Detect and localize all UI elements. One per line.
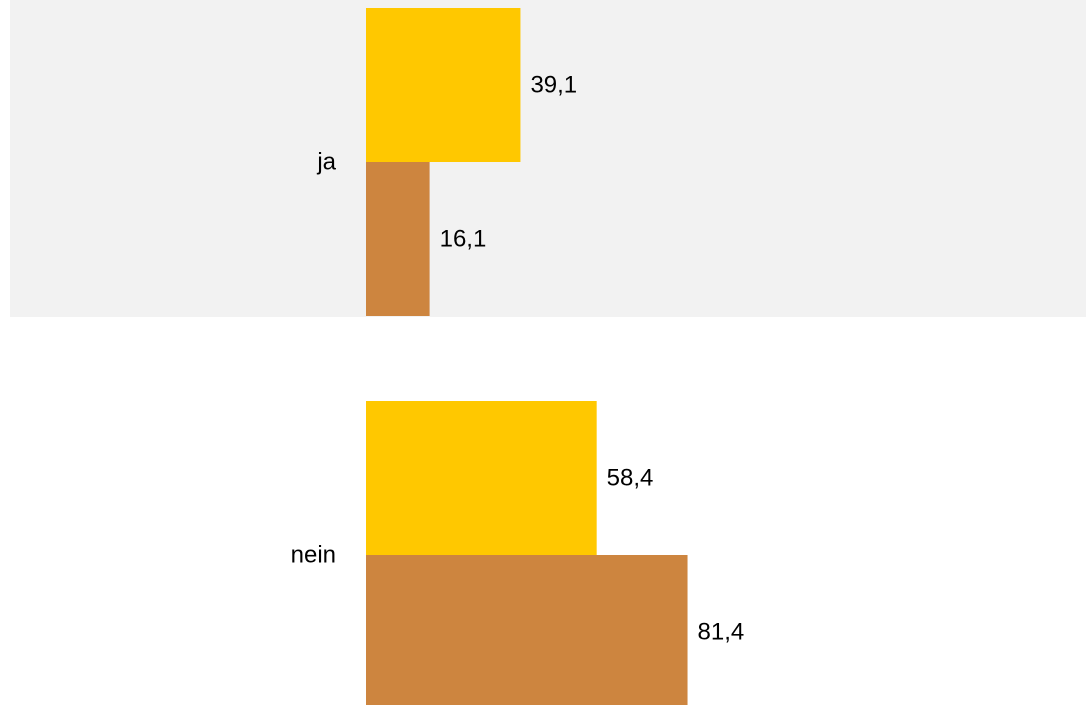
value-label-nein-series-1: 58,4 [607, 465, 654, 492]
category-band-ja [10, 0, 1086, 317]
value-label-ja-series-2: 16,1 [440, 226, 487, 253]
bar-nein-series-1 [366, 401, 597, 555]
category-label-ja: ja [316, 149, 336, 176]
value-label-nein-series-2: 81,4 [698, 619, 745, 646]
bar-ja-series-1 [366, 8, 521, 162]
category-label-nein: nein [291, 542, 336, 569]
bar-nein-series-2 [366, 555, 688, 705]
bar-ja-series-2 [366, 162, 430, 316]
value-label-ja-series-1: 39,1 [530, 72, 577, 99]
